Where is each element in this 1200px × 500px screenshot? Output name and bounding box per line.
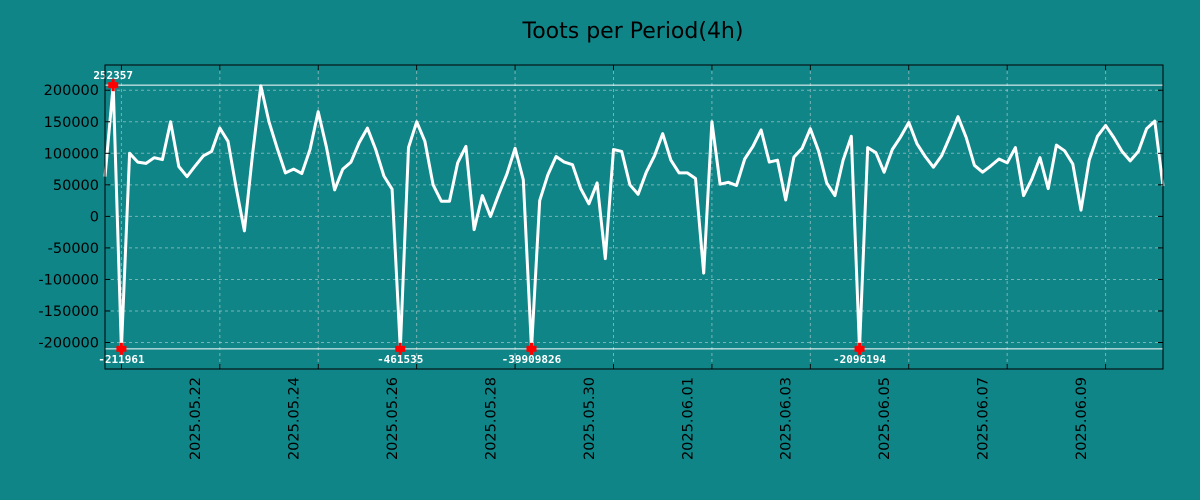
x-tick-label: 2025.05.30 — [582, 377, 598, 460]
annotation-markers — [108, 79, 865, 355]
series-line — [103, 83, 1165, 351]
annotation-marker-stem — [398, 342, 402, 355]
y-tick-label: 200000 — [44, 83, 99, 99]
x-tick-label: 2025.05.22 — [188, 377, 204, 460]
x-tick-label: 2025.06.07 — [976, 377, 992, 460]
annotation-label: -2096194 — [833, 353, 886, 366]
annotation-label: 252357 — [93, 69, 133, 82]
annotation-label: -461535 — [377, 353, 423, 366]
x-tick-label: 2025.05.24 — [287, 377, 303, 460]
annotation-label: -211961 — [98, 353, 145, 366]
annotation-marker-stem — [111, 79, 115, 92]
chart-title: Toots per Period(4h) — [522, 19, 744, 44]
y-tick-label: -150000 — [38, 304, 99, 320]
grid — [105, 65, 1163, 369]
x-tick-label: 2025.05.28 — [483, 377, 499, 460]
annotation-marker-stem — [858, 342, 862, 355]
y-tick-label: -100000 — [38, 272, 99, 288]
plot-frame — [104, 64, 1164, 370]
annotation-label: -39909826 — [502, 353, 562, 366]
annotation-marker-stem — [529, 342, 533, 355]
y-tick-label: 150000 — [44, 115, 99, 131]
x-tick-label: 2025.06.01 — [680, 377, 696, 460]
y-tick-label: 100000 — [44, 146, 99, 162]
x-tick-label: 2025.06.09 — [1074, 377, 1090, 460]
annotation-marker-stem — [119, 342, 123, 355]
x-tick-label: 2025.06.05 — [877, 377, 893, 460]
series — [103, 83, 1165, 351]
y-tick-label: -200000 — [38, 336, 99, 352]
reference-lines — [105, 84, 1163, 350]
y-tick-label: 0 — [90, 209, 99, 225]
x-tick-label: 2025.05.26 — [385, 377, 401, 460]
x-tick-label: 2025.06.03 — [779, 377, 795, 460]
y-tick-label: 50000 — [53, 178, 99, 194]
axes: 200000 150000 100000 50000 0 -50000 -100000 -15… — [38, 65, 1163, 460]
annotation-labels: 252357 -211961 -461535 -39909826 -2096194 — [93, 69, 886, 366]
y-tick-label: -50000 — [48, 241, 99, 257]
